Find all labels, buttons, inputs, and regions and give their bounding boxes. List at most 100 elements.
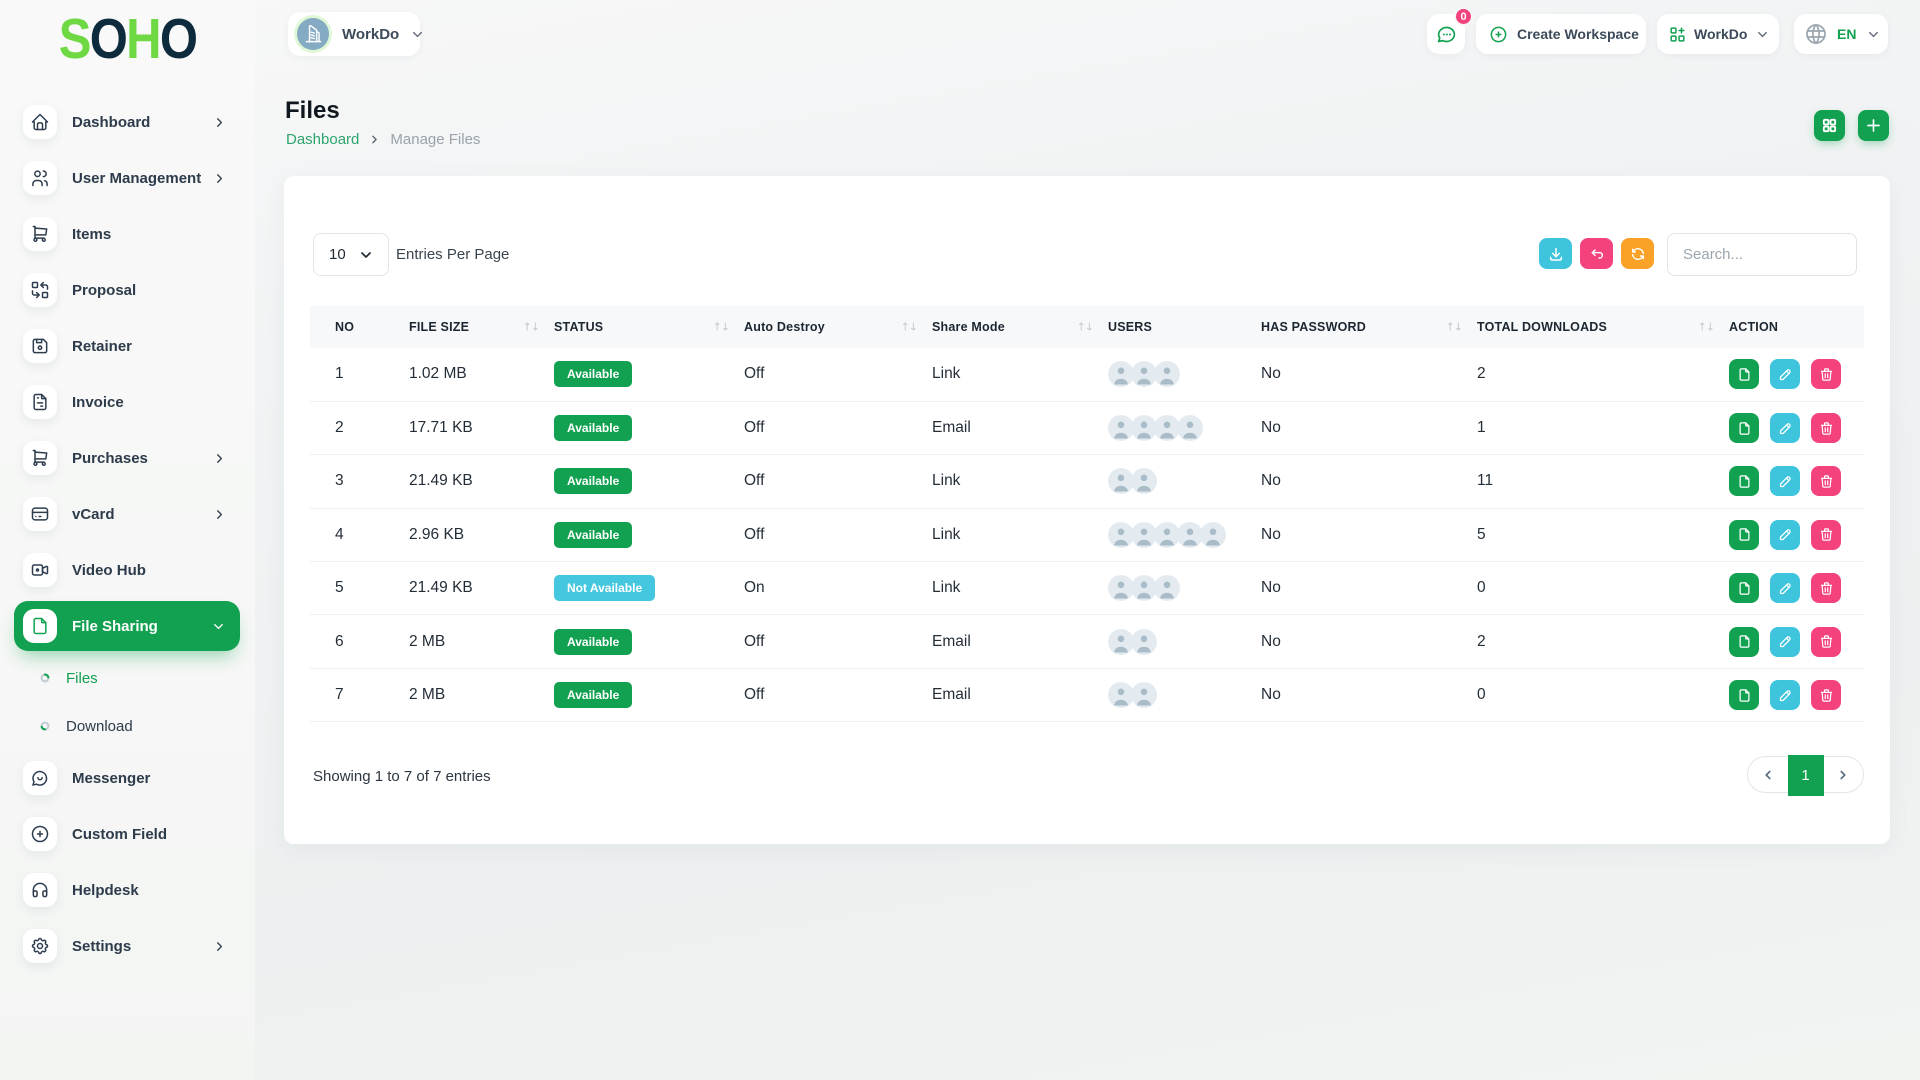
sidebar-item-label: User Management [72,169,202,187]
pagination-next-button[interactable] [1824,757,1864,792]
user-avatar[interactable] [1131,361,1157,388]
sidebar-item-dashboard[interactable]: Dashboard [0,94,255,150]
grid-view-button[interactable] [1814,110,1845,141]
view-file-button[interactable] [1729,519,1759,550]
sidebar-item-vcard[interactable]: vCard [0,486,255,542]
edit-file-button[interactable] [1770,413,1800,444]
delete-file-button[interactable] [1811,519,1841,550]
sidebar-item-label: Purchases [72,449,148,467]
trash-icon [1820,368,1832,381]
view-file-button[interactable] [1729,413,1759,444]
user-avatar[interactable] [1108,521,1134,548]
user-avatar[interactable] [1131,415,1157,442]
edit-file-button[interactable] [1770,573,1800,604]
user-avatar[interactable] [1154,415,1180,442]
column-header-total-downloads[interactable]: TOTAL DOWNLOADS ↑↓ [1477,306,1729,348]
reset-button[interactable] [1580,238,1613,269]
soho-logo[interactable]: SOHO [18,10,237,68]
user-avatar[interactable] [1108,415,1134,442]
user-avatar[interactable] [1131,575,1157,602]
user-avatar[interactable] [1131,628,1157,655]
messages-button[interactable]: 0 [1427,7,1473,54]
sidebar-item-file-sharing[interactable]: File Sharing [0,598,255,654]
sidebar-item-purchases[interactable]: Purchases [0,430,255,486]
sort-icon[interactable]: ↑↓ [900,320,918,334]
sidebar-item-messenger[interactable]: Messenger [0,750,255,806]
entries-per-page-value: 10 [329,246,346,263]
sidebar-item-settings[interactable]: Settings [0,918,255,974]
sidebar-item-invoice[interactable]: Invoice [0,374,255,430]
user-avatar[interactable] [1154,361,1180,388]
search-input[interactable] [1668,234,1856,275]
view-file-button[interactable] [1729,359,1759,390]
edit-file-button[interactable] [1770,626,1800,657]
column-header-file-size[interactable]: FILE SIZE ↑↓ [409,306,554,348]
cell-action [1729,348,1864,402]
delete-file-button[interactable] [1811,626,1841,657]
user-avatar[interactable] [1131,521,1157,548]
user-avatar[interactable] [1108,468,1134,495]
breadcrumb: Dashboard Manage Files [286,131,480,148]
delete-file-button[interactable] [1811,466,1841,497]
sidebar-item-video-hub[interactable]: Video Hub [0,542,255,598]
sort-icon[interactable]: ↑↓ [1445,320,1463,334]
breadcrumb-dashboard-link[interactable]: Dashboard [286,131,360,148]
sidebar-item-proposal[interactable]: Proposal [0,262,255,318]
edit-file-button[interactable] [1770,359,1800,390]
sidebar-subitem-download[interactable]: Download [0,702,255,750]
user-avatar[interactable] [1108,682,1134,709]
sort-icon[interactable]: ↑↓ [1076,320,1094,334]
view-file-button[interactable] [1729,573,1759,604]
add-file-button[interactable] [1858,110,1889,141]
user-avatar[interactable] [1177,521,1203,548]
column-header-share-mode[interactable]: Share Mode ↑↓ [932,306,1108,348]
pagination-prev-button[interactable] [1748,757,1788,792]
view-file-button[interactable] [1729,466,1759,497]
refresh-button[interactable] [1621,238,1654,269]
sidebar-subitem-files[interactable]: Files [0,654,255,702]
edit-file-button[interactable] [1770,466,1800,497]
view-file-button[interactable] [1729,680,1759,711]
user-avatar[interactable] [1108,361,1134,388]
create-workspace-button[interactable]: Create Workspace [1476,14,1646,54]
delete-file-button[interactable] [1811,680,1841,711]
sort-icon[interactable]: ↑↓ [712,320,730,334]
language-selector[interactable]: EN [1794,14,1888,54]
sidebar-item-retainer[interactable]: Retainer [0,318,255,374]
user-avatar[interactable] [1200,521,1226,548]
globe-icon [1804,22,1828,46]
sidebar-item-items[interactable]: Items [0,206,255,262]
column-header-status[interactable]: STATUS ↑↓ [554,306,744,348]
sidebar-item-label: Messenger [72,769,151,787]
user-avatar[interactable] [1108,628,1134,655]
column-header-auto-destroy[interactable]: Auto Destroy ↑↓ [744,306,932,348]
user-avatar[interactable] [1131,682,1157,709]
cell-share-mode: Link [932,348,1108,402]
user-avatar[interactable] [1131,468,1157,495]
chevron-down-icon [1866,27,1881,42]
pencil-icon [1779,689,1791,701]
column-header-has-password[interactable]: HAS PASSWORD ↑↓ [1261,306,1477,348]
edit-file-button[interactable] [1770,519,1800,550]
view-file-button[interactable] [1729,626,1759,657]
chevron-down-icon [211,619,226,634]
delete-file-button[interactable] [1811,573,1841,604]
workspace-selector[interactable]: WorkDo [288,12,423,56]
edit-file-button[interactable] [1770,680,1800,711]
workspace-menu-button[interactable]: WorkDo [1657,14,1779,54]
sort-icon[interactable]: ↑↓ [522,320,540,334]
sort-icon[interactable]: ↑↓ [1697,320,1715,334]
export-download-button[interactable] [1539,238,1572,269]
user-avatar[interactable] [1177,415,1203,442]
sidebar-item-helpdesk[interactable]: Helpdesk [0,862,255,918]
sidebar-item-user-management[interactable]: User Management [0,150,255,206]
user-avatar[interactable] [1108,575,1134,602]
delete-file-button[interactable] [1811,359,1841,390]
user-avatar[interactable] [1154,575,1180,602]
entries-per-page-select[interactable]: 10 [313,233,389,276]
pagination-current-page[interactable]: 1 [1787,755,1824,796]
user-avatar[interactable] [1154,521,1180,548]
delete-file-button[interactable] [1811,413,1841,444]
replace-icon [23,273,57,307]
sidebar-item-custom-field[interactable]: Custom Field [0,806,255,862]
